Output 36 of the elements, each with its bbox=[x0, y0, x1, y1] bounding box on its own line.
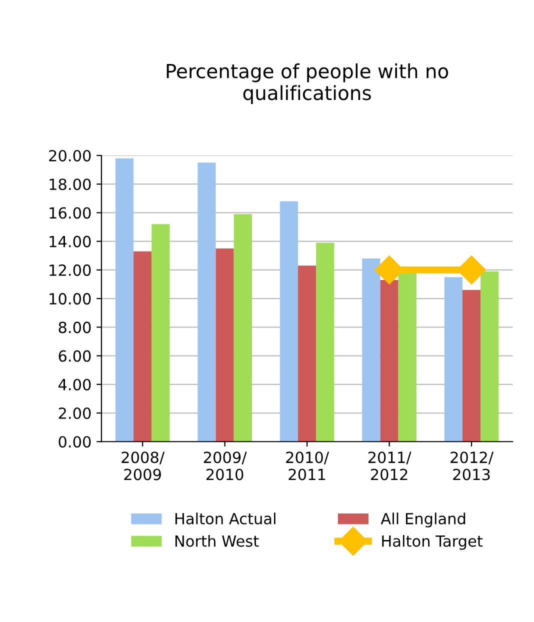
y-tick-label: 20.00 bbox=[49, 150, 91, 162]
x-tick-label: 2009/ 2010 bbox=[204, 452, 247, 480]
bar bbox=[398, 271, 416, 442]
bar bbox=[444, 277, 462, 442]
bar bbox=[362, 258, 380, 442]
y-tick-label: 10.00 bbox=[50, 293, 91, 305]
y-tick-label: 8.00 bbox=[58, 322, 91, 334]
chart-title: Percentage of people with no qualifications bbox=[166, 63, 448, 104]
bar bbox=[280, 201, 298, 442]
bar bbox=[380, 280, 398, 442]
bar bbox=[234, 214, 252, 442]
x-tick-label: 2012/ 2013 bbox=[450, 452, 494, 480]
x-tick-label: 2008/ 2009 bbox=[122, 452, 165, 480]
legend-label: Halton Actual bbox=[175, 512, 276, 524]
bar bbox=[152, 224, 170, 442]
legend-label: Halton Target bbox=[382, 535, 483, 550]
y-tick-label: 2.00 bbox=[58, 407, 91, 420]
x-tick-label: 2010/ 2011 bbox=[286, 452, 330, 480]
bar bbox=[316, 242, 334, 442]
y-tick-label: 0.00 bbox=[58, 436, 91, 448]
y-tick-label: 14.00 bbox=[50, 236, 91, 248]
y-tick-label: 6.00 bbox=[58, 350, 91, 362]
legend-label: North West bbox=[175, 535, 259, 547]
bar bbox=[198, 162, 216, 442]
y-tick-label: 16.00 bbox=[50, 207, 91, 219]
bar bbox=[298, 266, 316, 442]
legend-label: All England bbox=[380, 512, 466, 528]
bar bbox=[216, 248, 234, 442]
y-tick-label: 4.00 bbox=[58, 378, 91, 390]
bar bbox=[115, 158, 134, 442]
y-tick-label: 12.00 bbox=[50, 264, 91, 276]
bar bbox=[480, 271, 499, 442]
bar bbox=[134, 251, 152, 442]
bar bbox=[462, 290, 481, 442]
x-tick-label: 2011/ 2012 bbox=[368, 452, 412, 480]
y-tick-label: 18.00 bbox=[50, 178, 91, 190]
